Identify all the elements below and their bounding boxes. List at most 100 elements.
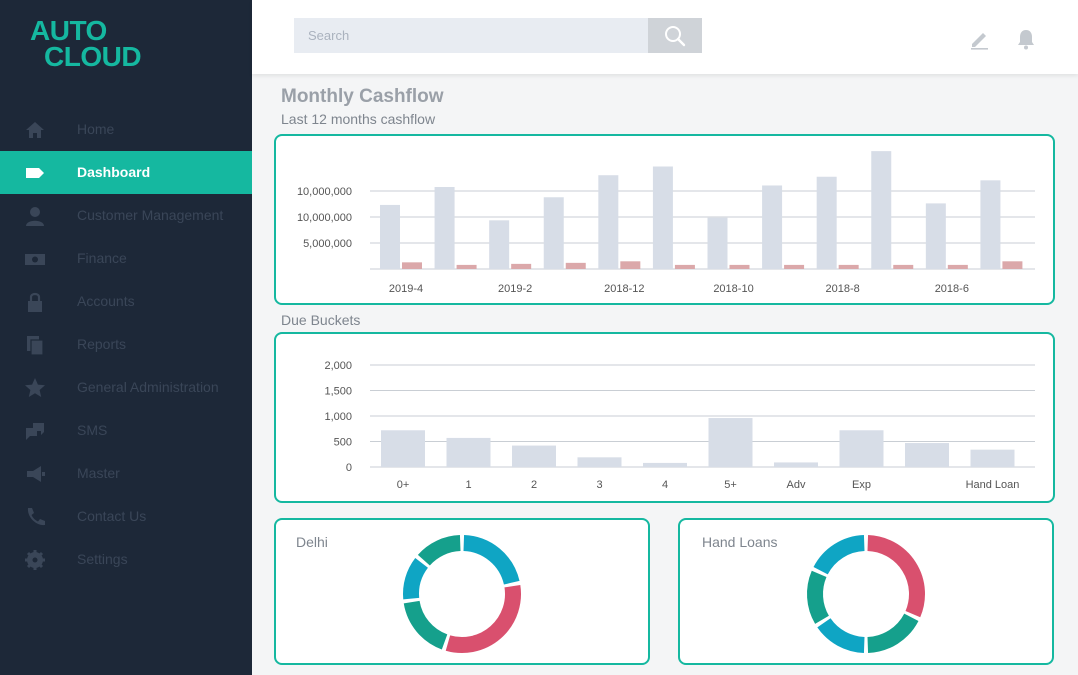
donut-slice[interactable] [445,584,521,653]
sidebar-item-sms[interactable]: SMS [0,409,252,452]
sidebar-item-label: Contact Us [77,508,147,524]
y-tick-label: 1,000 [324,411,352,423]
cashflow-bar-secondary[interactable] [456,264,477,269]
due-bucket-bar[interactable] [643,462,687,467]
due-bucket-bar[interactable] [512,445,556,467]
cashflow-bar[interactable] [434,187,455,269]
top-header [252,0,1078,74]
x-tick-label: 4 [662,479,668,491]
y-tick-label: 1,500 [324,386,352,398]
hand-loans-title: Hand Loans [702,534,778,550]
cashflow-bar-secondary[interactable] [947,264,968,269]
due-bucket-bar[interactable] [774,462,818,467]
sidebar-item-label: SMS [77,422,108,438]
cashflow-bar-secondary[interactable] [729,264,750,269]
due-bucket-bar[interactable] [839,430,884,467]
search-icon [665,25,686,46]
cashflow-bar[interactable] [980,180,1001,269]
megaphone-icon [24,463,46,485]
due-buckets-chart: 0 500 1,000 1,500 2,000 0+ 1 2 3 4 5+ Adv Exp Hand Lo… [324,360,1035,491]
sidebar-item-label: Finance [77,250,127,266]
sidebar-item-label: Dashboard [77,164,151,180]
due-bucket-bar[interactable] [381,430,425,467]
cashflow-bar[interactable] [816,176,837,269]
cashflow-bar[interactable] [543,197,564,269]
donut-slice[interactable] [867,613,919,653]
due-bucket-bar[interactable] [970,449,1015,467]
donut-slice[interactable] [403,600,448,650]
y-tick-label: 0 [346,462,352,474]
x-tick-label: 2018-12 [604,283,644,295]
cashflow-bar[interactable] [925,203,946,269]
cashflow-bar[interactable] [652,166,673,270]
cashflow-bar-secondary[interactable] [893,264,914,269]
sidebar-item-master[interactable]: Master [0,452,252,495]
x-tick-label: 2 [531,479,537,491]
donut-slice[interactable] [867,535,925,618]
sidebar-item-customer-management[interactable]: Customer Management [0,194,252,237]
sidebar: AUTO CLOUD Home Dashboard Customer Managem… [0,0,252,675]
sidebar-item-contact-us[interactable]: Contact Us [0,495,252,538]
sidebar-item-label: Master [77,465,120,481]
brand-logo[interactable]: AUTO CLOUD [30,15,142,72]
cashflow-bar[interactable] [871,151,892,269]
x-tick-label: 5+ [724,479,737,491]
donut-slice[interactable] [817,617,865,653]
delhi-donut-chart [403,535,521,653]
donut-slice[interactable] [417,535,461,566]
cashflow-bar[interactable] [762,185,783,269]
delhi-card: Delhi [274,518,650,665]
cashflow-bar[interactable] [489,220,510,269]
cashflow-bar[interactable] [380,204,400,269]
sidebar-item-label: Customer Management [77,207,224,223]
due-bucket-bar[interactable] [577,457,622,467]
due-bucket-bar[interactable] [446,437,491,467]
due-bucket-bar[interactable] [905,443,949,467]
donut-slice[interactable] [807,570,830,624]
brand-line-2: CLOUD [44,41,142,72]
cashflow-bar-secondary[interactable] [620,261,641,269]
cashflow-card: 5,000,000 10,000,000 10,000,000 2019-4 2019-… [274,134,1055,305]
sidebar-item-reports[interactable]: Reports [0,323,252,366]
due-buckets-card: 0 500 1,000 1,500 2,000 0+ 1 2 3 4 5+ Adv Exp Hand Lo… [274,332,1055,503]
search-input[interactable] [294,18,648,53]
cashflow-bar-secondary[interactable] [511,263,532,269]
edit-icon[interactable] [968,28,990,50]
y-tick-label: 10,000,000 [297,186,352,198]
sidebar-item-label: Home [77,121,115,137]
phone-icon [24,506,46,528]
sidebar-item-accounts[interactable]: Accounts [0,280,252,323]
cashflow-bar-secondary[interactable] [784,264,805,269]
lock-icon [24,291,46,313]
user-icon [24,205,46,227]
bell-icon[interactable] [1015,28,1037,50]
sidebar-item-finance[interactable]: Finance [0,237,252,280]
donut-slice[interactable] [463,535,520,585]
sidebar-item-general-administration[interactable]: General Administration [0,366,252,409]
gear-icon [24,549,46,571]
sidebar-item-dashboard[interactable]: Dashboard [0,151,252,194]
cashflow-bar-secondary[interactable] [674,264,695,269]
donut-slice[interactable] [813,535,865,575]
tag-icon [24,162,46,184]
sidebar-item-settings[interactable]: Settings [0,538,252,581]
sidebar-nav: Home Dashboard Customer Management Finance A… [0,108,252,581]
y-tick-label: 10,000,000 [297,212,352,224]
due-buckets-title: Due Buckets [281,312,361,328]
cashflow-bar-secondary[interactable] [565,262,586,269]
search-button[interactable] [648,18,702,53]
x-tick-label: 2019-2 [498,283,532,295]
hand-loans-card: Hand Loans [678,518,1054,665]
brand-line-1: AUTO [30,15,107,46]
cashflow-bar-secondary[interactable] [1002,261,1023,269]
cashflow-bar-secondary[interactable] [402,262,422,269]
sidebar-item-home[interactable]: Home [0,108,252,151]
x-tick-label: Adv [787,479,806,491]
cashflow-bar[interactable] [707,217,728,269]
delhi-title: Delhi [296,534,328,550]
cashflow-bar-secondary[interactable] [838,264,859,269]
due-bucket-bar[interactable] [708,418,753,467]
cashflow-bar[interactable] [598,175,619,269]
home-icon [24,119,46,141]
donut-slice[interactable] [403,558,429,600]
